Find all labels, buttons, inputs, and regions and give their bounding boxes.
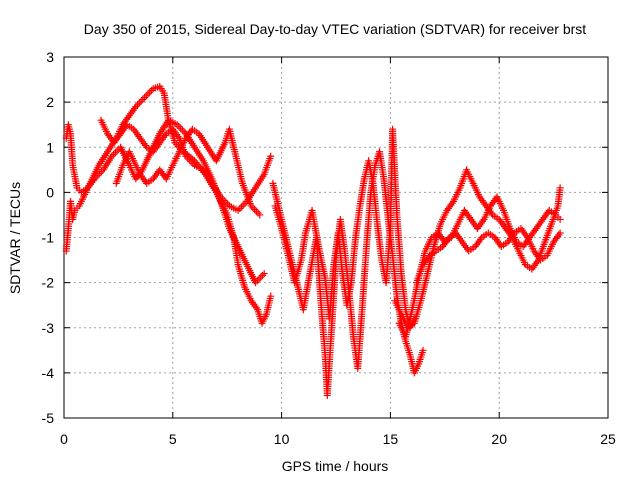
y-tick-label: -3 [42, 320, 55, 336]
y-tick-label: -2 [42, 275, 55, 291]
x-tick-label: 25 [600, 431, 616, 447]
y-tick-label: -4 [42, 365, 55, 381]
data-point [556, 184, 564, 192]
y-tick-label: 2 [46, 94, 54, 110]
data-point [256, 211, 264, 219]
data-point [267, 292, 275, 300]
x-tick-label: 0 [60, 431, 68, 447]
y-tick-label: -5 [42, 410, 55, 426]
y-tick-label: -1 [42, 230, 55, 246]
data-point [556, 229, 564, 237]
data-point [267, 152, 275, 160]
y-axis-label: SDTVAR / TECUs [7, 182, 23, 294]
y-tick-label: 1 [46, 139, 54, 155]
axis-ticks: 0 5 10 15 20 25 -5 -4 -3 -2 -1 0 1 2 3 [42, 49, 616, 447]
x-tick-label: 5 [169, 431, 177, 447]
data-point [556, 215, 564, 223]
data-point [419, 346, 427, 354]
data-point [260, 270, 268, 278]
data-points [62, 82, 564, 399]
x-tick-label: 15 [383, 431, 399, 447]
y-tick-label: 3 [46, 49, 54, 65]
y-tick-label: 0 [46, 184, 54, 200]
x-axis-label: GPS time / hours [282, 458, 389, 474]
x-tick-label: 20 [491, 431, 507, 447]
x-tick-label: 10 [274, 431, 290, 447]
chart-title: Day 350 of 2015, Sidereal Day-to-day VTE… [84, 21, 586, 37]
